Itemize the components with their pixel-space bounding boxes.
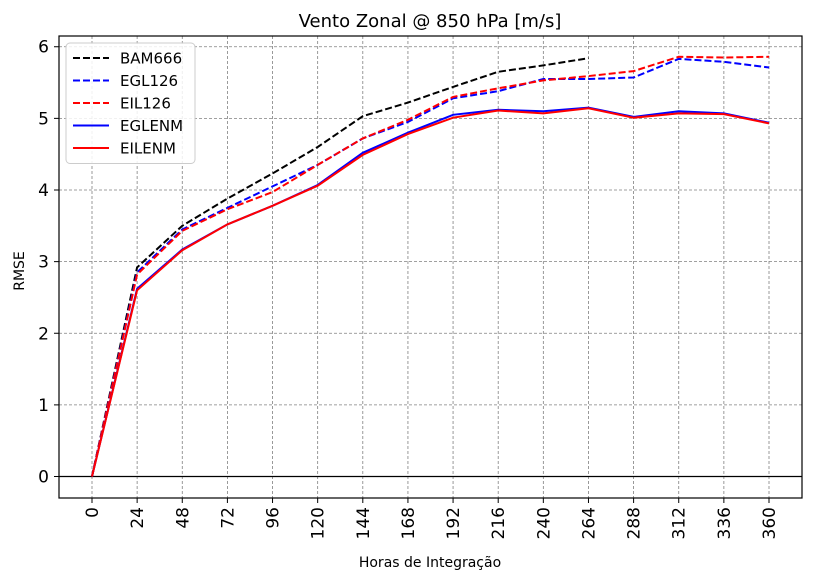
x-tick-label-168: 168 [399, 507, 419, 539]
x-tick-label-24: 24 [128, 507, 148, 529]
legend-label-eil126: EIL126 [120, 95, 171, 113]
x-axis-label: Horas de Integração [359, 555, 501, 571]
x-axis-ticks: 0 24 48 72 96 120 144 168 192 216 240 264 288 312 336 3… [83, 498, 780, 539]
chart-title: Vento Zonal @ 850 hPa [m/s] [299, 11, 562, 32]
series-line-bam666 [91, 57, 589, 477]
x-tick-label-216: 216 [489, 507, 509, 539]
series-line-egl126 [91, 57, 770, 477]
y-tick-label-0: 0 [38, 468, 49, 488]
legend-label-bam666: BAM666 [120, 50, 182, 68]
y-tick-label-5: 5 [38, 109, 49, 129]
series-group [91, 55, 770, 477]
y-tick-label-2: 2 [38, 324, 49, 344]
x-tick-label-336: 336 [715, 507, 735, 539]
series-line-eil126 [91, 55, 770, 477]
legend-label-eglenm: EGLENM [120, 117, 183, 135]
series-line-eilenm [91, 107, 770, 477]
x-tick-label-288: 288 [625, 507, 645, 539]
x-tick-label-96: 96 [264, 507, 284, 529]
legend-label-eilenm: EILENM [120, 140, 176, 158]
y-tick-label-1: 1 [38, 396, 49, 416]
x-tick-label-312: 312 [670, 507, 690, 539]
legend-box [65, 42, 196, 164]
legend-label-egl126: EGL126 [120, 72, 178, 90]
x-tick-label-72: 72 [218, 507, 238, 529]
x-tick-label-48: 48 [173, 507, 193, 529]
y-tick-label-3: 3 [38, 253, 49, 273]
x-tick-label-240: 240 [534, 507, 554, 539]
x-tick-label-192: 192 [444, 507, 464, 539]
legend: BAM666 EGL126 EIL126 EGLENM EILENM [65, 42, 196, 164]
x-tick-label-360: 360 [760, 507, 780, 539]
y-tick-label-6: 6 [38, 38, 49, 58]
x-tick-label-144: 144 [354, 507, 374, 539]
x-tick-label-120: 120 [309, 507, 329, 539]
plot-frame [58, 35, 803, 499]
y-tick-label-4: 4 [38, 181, 49, 201]
y-axis-ticks: 0 1 2 3 4 5 6 [38, 38, 59, 488]
x-tick-label-264: 264 [579, 507, 599, 539]
y-axis-label: RMSE [12, 251, 28, 291]
x-tick-label-0: 0 [83, 507, 103, 518]
